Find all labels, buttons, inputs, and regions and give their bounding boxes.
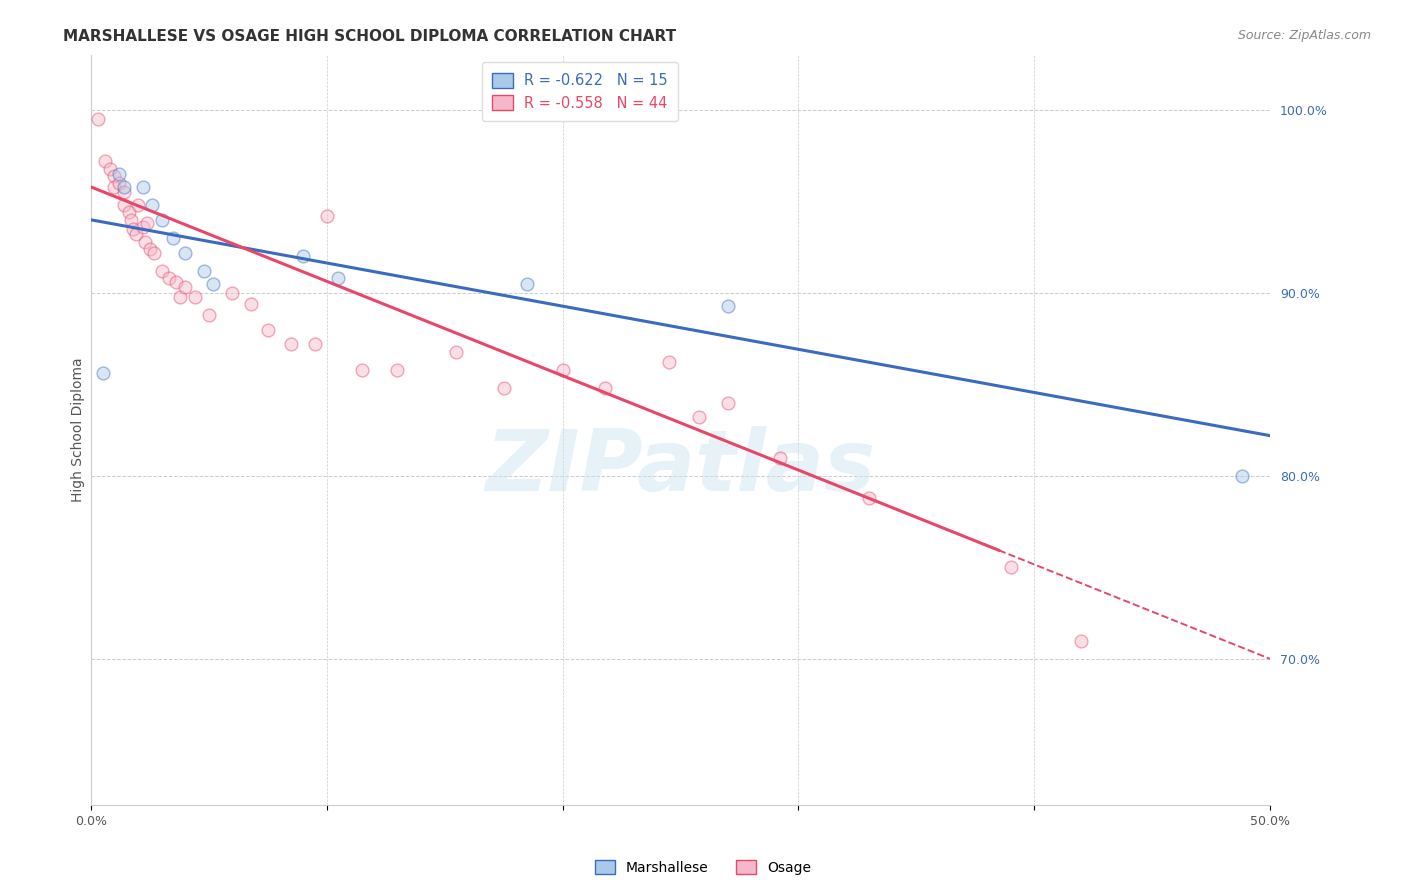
Point <box>108 167 131 181</box>
Point <box>516 277 538 291</box>
Point <box>112 186 135 200</box>
Point <box>315 209 337 223</box>
Point <box>165 275 187 289</box>
Point <box>304 337 326 351</box>
Point <box>1070 633 1092 648</box>
Point <box>141 198 163 212</box>
Point <box>221 285 243 300</box>
Point <box>131 220 153 235</box>
Point <box>551 363 574 377</box>
Point <box>492 381 515 395</box>
Point <box>858 491 880 505</box>
Point <box>108 176 131 190</box>
Point <box>87 112 110 127</box>
Point <box>91 367 114 381</box>
Legend: Marshallese, Osage: Marshallese, Osage <box>589 855 817 880</box>
Point <box>280 337 302 351</box>
Point <box>122 222 145 236</box>
Point <box>292 249 315 263</box>
Point <box>174 280 197 294</box>
Point <box>124 227 146 242</box>
Point <box>143 245 166 260</box>
Point <box>197 308 219 322</box>
Legend: R = -0.622   N = 15, R = -0.558   N = 44: R = -0.622 N = 15, R = -0.558 N = 44 <box>482 62 678 121</box>
Point <box>103 179 125 194</box>
Point <box>717 395 740 409</box>
Point <box>446 344 468 359</box>
Point <box>139 242 162 256</box>
Point <box>768 450 790 465</box>
Point <box>157 271 180 285</box>
Point <box>174 245 197 260</box>
Text: Source: ZipAtlas.com: Source: ZipAtlas.com <box>1237 29 1371 42</box>
Point <box>127 198 149 212</box>
Point <box>387 363 409 377</box>
Point <box>240 297 263 311</box>
Point <box>658 355 681 369</box>
Point <box>136 217 159 231</box>
Point <box>112 198 135 212</box>
Point <box>120 212 142 227</box>
Point <box>1000 560 1022 574</box>
Point <box>98 161 121 176</box>
Point <box>328 271 350 285</box>
Point <box>169 290 191 304</box>
Point <box>117 205 139 219</box>
Text: MARSHALLESE VS OSAGE HIGH SCHOOL DIPLOMA CORRELATION CHART: MARSHALLESE VS OSAGE HIGH SCHOOL DIPLOMA… <box>63 29 676 44</box>
Point <box>193 264 215 278</box>
Point <box>150 212 173 227</box>
Point <box>103 169 125 183</box>
Point <box>183 290 205 304</box>
Y-axis label: High School Diploma: High School Diploma <box>72 358 86 502</box>
Point <box>1230 469 1253 483</box>
Point <box>131 179 153 194</box>
Point <box>162 231 184 245</box>
Point <box>688 410 710 425</box>
Point <box>112 179 135 194</box>
Point <box>256 322 278 336</box>
Point <box>202 277 225 291</box>
Text: ZIPatlas: ZIPatlas <box>485 426 876 509</box>
Point <box>717 299 740 313</box>
Point <box>150 264 173 278</box>
Point <box>350 363 373 377</box>
Point <box>134 235 156 249</box>
Point <box>593 381 616 395</box>
Point <box>94 154 117 169</box>
